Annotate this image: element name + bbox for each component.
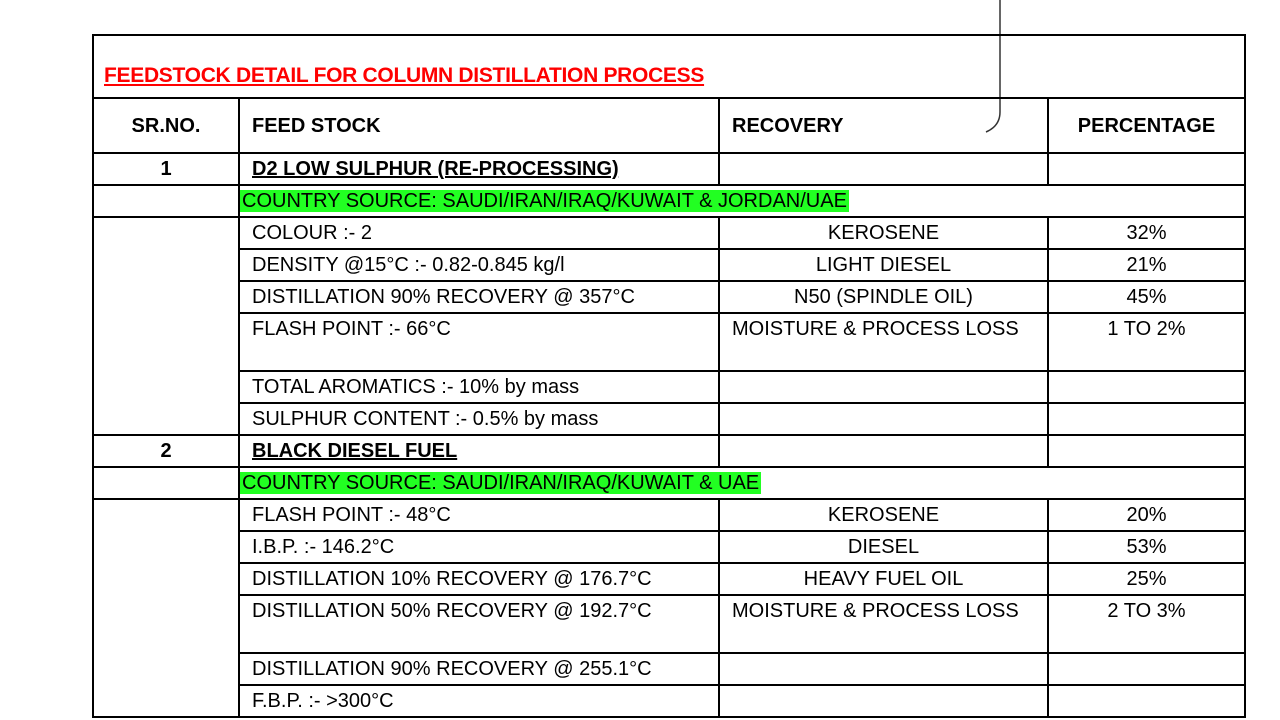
- spec: F.B.P. :- >300°C: [238, 684, 720, 718]
- feedstock-table: FEEDSTOCK DETAIL FOR COLUMN DISTILLATION…: [92, 34, 1246, 718]
- feedstock-row: 2 BLACK DIESEL FUEL: [92, 434, 1246, 468]
- spec: TOTAL AROMATICS :- 10% by mass: [238, 370, 720, 404]
- feedstock-name: D2 LOW SULPHUR (RE-PROCESSING): [252, 158, 619, 180]
- spec: DISTILLATION 50% RECOVERY @ 192.7°C: [238, 594, 720, 654]
- percentage: 2 TO 3%: [1047, 594, 1246, 654]
- recovery: LIGHT DIESEL: [815, 254, 952, 276]
- recovery: DIESEL: [847, 536, 920, 558]
- spec-row: TOTAL AROMATICS :- 10% by mass: [93, 370, 1246, 404]
- header-percentage: PERCENTAGE: [1047, 97, 1246, 154]
- recovery: MOISTURE & PROCESS LOSS: [732, 600, 1019, 622]
- percentage: 21%: [1047, 248, 1246, 282]
- percentage: 1 TO 2%: [1047, 312, 1246, 372]
- percentage: [1047, 402, 1246, 436]
- percentage: 53%: [1047, 530, 1246, 564]
- spec: DISTILLATION 90% RECOVERY @ 255.1°C: [238, 652, 720, 686]
- spec: DISTILLATION 10% RECOVERY @ 176.7°C: [238, 562, 720, 596]
- spec: I.B.P. :- 146.2°C: [238, 530, 720, 564]
- header-sr-no: SR.NO.: [92, 97, 240, 154]
- header-recovery: RECOVERY: [718, 97, 1049, 154]
- spec-row: DISTILLATION 50% RECOVERY @ 192.7°C MOIS…: [93, 594, 1246, 654]
- feedstock-row: 1 D2 LOW SULPHUR (RE-PROCESSING): [92, 152, 1246, 186]
- spec-row: DISTILLATION 90% RECOVERY @ 357°C N50 (S…: [93, 280, 1246, 314]
- spec-row: SULPHUR CONTENT :- 0.5% by mass: [93, 402, 1246, 436]
- spec: DENSITY @15°C :- 0.82-0.845 kg/l: [238, 248, 720, 282]
- country-source-row: COUNTRY SOURCE: SAUDI/IRAN/IRAQ/KUWAIT &…: [92, 184, 1246, 218]
- spec: DISTILLATION 90% RECOVERY @ 357°C: [238, 280, 720, 314]
- feedstock-name: BLACK DIESEL FUEL: [252, 440, 458, 462]
- spec-row: FLASH POINT :- 48°C KEROSENE 20%: [92, 498, 1246, 718]
- sr-no: 1: [92, 152, 240, 186]
- country-source: COUNTRY SOURCE: SAUDI/IRAN/IRAQ/KUWAIT &…: [240, 190, 849, 212]
- header-feed-stock: FEED STOCK: [238, 97, 720, 154]
- percentage: 20%: [1047, 498, 1246, 532]
- document-title: FEEDSTOCK DETAIL FOR COLUMN DISTILLATION…: [92, 34, 1246, 99]
- recovery: KEROSENE: [827, 222, 940, 244]
- percentage: 32%: [1047, 216, 1246, 250]
- header-row: SR.NO. FEED STOCK RECOVERY PERCENTAGE: [92, 97, 1246, 154]
- spec: FLASH POINT :- 48°C: [238, 498, 720, 532]
- percentage: 45%: [1047, 280, 1246, 314]
- recovery: MOISTURE & PROCESS LOSS: [732, 318, 1019, 340]
- sr-no: 2: [92, 434, 240, 468]
- recovery: KEROSENE: [827, 504, 940, 526]
- percentage: [1047, 684, 1246, 718]
- recovery: N50 (SPINDLE OIL): [794, 286, 973, 308]
- spec-row: DISTILLATION 10% RECOVERY @ 176.7°C HEAV…: [93, 562, 1246, 596]
- spec: SULPHUR CONTENT :- 0.5% by mass: [238, 402, 720, 436]
- spec-row: COLOUR :- 2 KEROSENE 32%: [92, 216, 1246, 436]
- recovery: HEAVY FUEL OIL: [803, 568, 964, 590]
- spec-row: FLASH POINT :- 66°C MOISTURE & PROCESS L…: [93, 312, 1246, 372]
- country-source-row: COUNTRY SOURCE: SAUDI/IRAN/IRAQ/KUWAIT &…: [92, 466, 1246, 500]
- spec-row: F.B.P. :- >300°C: [93, 684, 1246, 718]
- spec: FLASH POINT :- 66°C: [238, 312, 720, 372]
- percentage: [1047, 370, 1246, 404]
- country-source: COUNTRY SOURCE: SAUDI/IRAN/IRAQ/KUWAIT &…: [240, 472, 762, 494]
- percentage: [1047, 652, 1246, 686]
- percentage: 25%: [1047, 562, 1246, 596]
- spec-row: DISTILLATION 90% RECOVERY @ 255.1°C: [93, 652, 1246, 686]
- spec-row: DENSITY @15°C :- 0.82-0.845 kg/l LIGHT D…: [93, 248, 1246, 282]
- spec-row: I.B.P. :- 146.2°C DIESEL 53%: [93, 530, 1246, 564]
- spec: COLOUR :- 2: [238, 216, 720, 250]
